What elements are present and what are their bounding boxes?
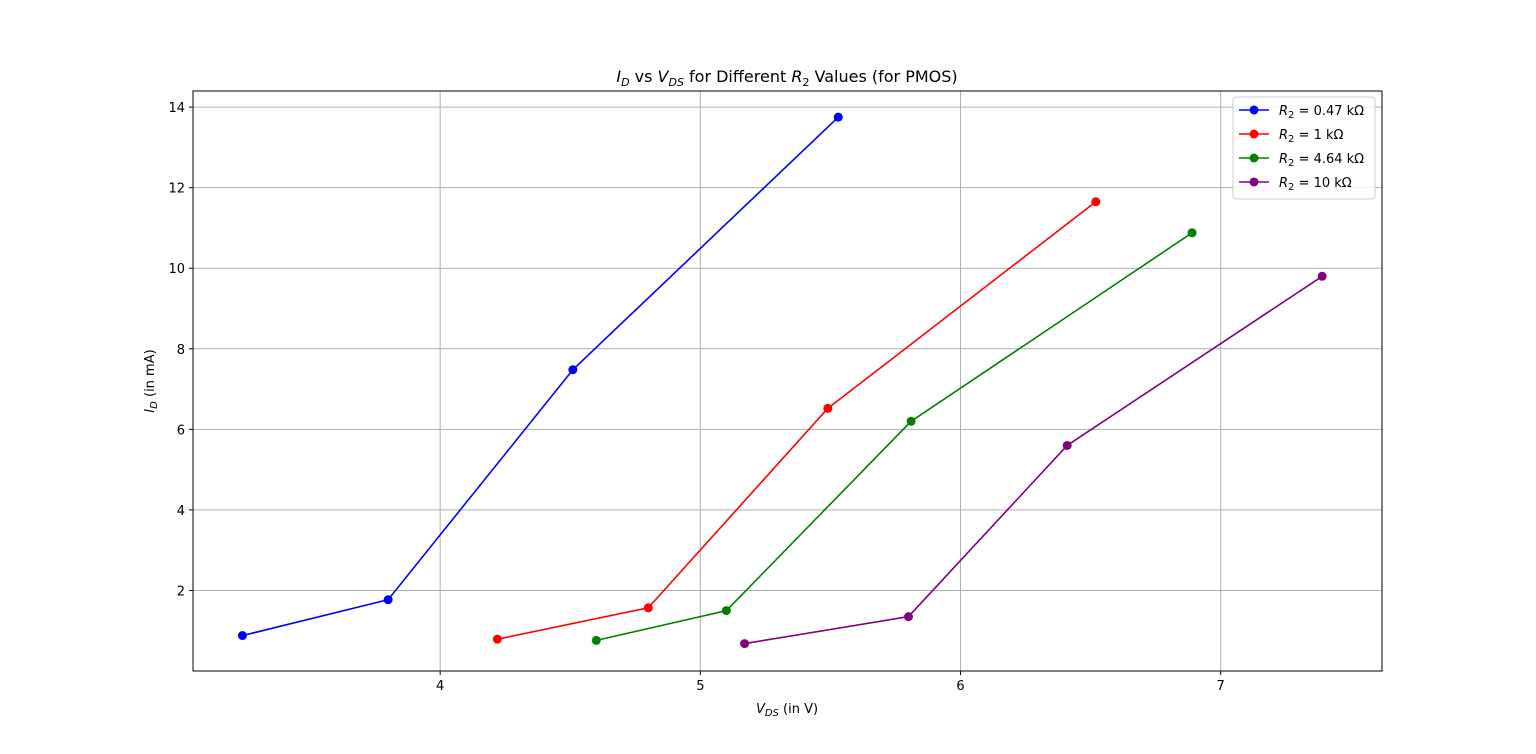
legend-swatch-marker [1249,153,1259,163]
data-point [721,606,731,616]
data-point [833,112,843,122]
y-tick-label: 6 [177,423,185,438]
series-layer [237,112,1327,649]
legend-items: R2 = 0.47 kΩ R2 = 1 kΩ R2 = 4.64 kΩ R2 = 10… [1239,104,1364,193]
legend-swatch-marker [1249,105,1259,115]
series-group [492,197,1101,644]
data-point [1062,440,1072,450]
data-point [237,631,247,641]
legend-label: R2 = 4.64 kΩ [1279,152,1364,169]
data-point [1187,228,1197,238]
legend-swatch-marker [1249,177,1259,187]
y-tick-label: 4 [177,504,185,519]
data-point [643,603,653,613]
legend-swatch-marker [1249,129,1259,139]
grid-layer [193,91,1382,671]
x-axis-label: VDS (in V) [756,702,818,719]
x-tick-label: 7 [1217,679,1225,694]
data-point [591,635,601,645]
data-point [383,595,393,605]
data-point [1317,271,1327,281]
data-point [568,365,578,375]
plot-frame [192,90,1383,672]
data-point [1091,197,1101,207]
series-group [591,228,1197,645]
legend-item: R2 = 10 kΩ [1239,176,1352,193]
y-tick-label: 8 [177,343,185,358]
legend-item: R2 = 1 kΩ [1239,128,1344,145]
legend-box [1232,96,1376,200]
data-point [740,639,750,649]
legend: R2 = 0.47 kΩ R2 = 1 kΩ R2 = 4.64 kΩ R2 = 10… [1232,96,1376,200]
series-group [237,112,843,641]
series-group [740,271,1327,649]
data-point [903,612,913,622]
legend-label: R2 = 0.47 kΩ [1279,104,1364,121]
data-point [492,634,502,644]
x-tick-label: 5 [696,679,704,694]
y-axis-label: ID (in mA) [143,349,160,412]
legend-label: R2 = 10 kΩ [1279,176,1352,193]
y-tick-label: 12 [168,182,185,197]
series-line [744,275,1323,645]
legend-label: R2 = 1 kΩ [1279,128,1344,145]
y-tick-label: 2 [177,584,185,599]
tick-layer: 4 5 6 7 2 4 6 8 10 12 14 [168,101,1224,694]
x-tick-label: 6 [956,679,964,694]
x-tick-label: 4 [436,679,444,694]
series-line [596,232,1193,642]
legend-item: R2 = 4.64 kΩ [1239,152,1364,169]
data-point [906,416,916,426]
chart-title: ID vs VDS for Different R2 Values (for P… [616,67,957,89]
y-tick-label: 14 [168,101,185,116]
series-line [242,116,839,637]
data-point [823,403,833,413]
series-line [497,201,1097,640]
legend-item: R2 = 0.47 kΩ [1239,104,1364,121]
y-tick-label: 10 [168,262,185,277]
